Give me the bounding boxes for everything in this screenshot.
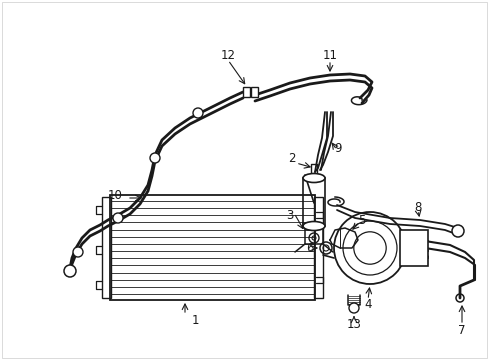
Bar: [303, 178, 325, 226]
Text: 10: 10: [107, 189, 122, 202]
Bar: [250, 87, 258, 97]
Circle shape: [150, 153, 160, 163]
Text: 7: 7: [457, 324, 465, 337]
Bar: [110, 195, 314, 300]
Bar: [102, 197, 111, 298]
Ellipse shape: [303, 174, 325, 183]
Text: 8: 8: [413, 201, 421, 213]
Text: 9: 9: [334, 141, 341, 154]
Text: 3: 3: [286, 208, 293, 221]
Circle shape: [193, 108, 203, 118]
Text: 2: 2: [287, 152, 295, 165]
Text: 1: 1: [191, 314, 198, 327]
Circle shape: [348, 303, 358, 313]
Circle shape: [451, 225, 463, 237]
Text: 13: 13: [346, 319, 361, 332]
Text: 11: 11: [322, 49, 337, 62]
Bar: [313, 197, 323, 298]
Circle shape: [113, 213, 123, 223]
Circle shape: [64, 265, 76, 277]
Text: 6: 6: [305, 242, 313, 255]
Bar: [399, 230, 427, 266]
Ellipse shape: [303, 221, 325, 230]
Bar: [243, 87, 249, 97]
Text: 4: 4: [364, 298, 371, 311]
Text: 5: 5: [358, 213, 365, 226]
Text: 12: 12: [220, 49, 235, 62]
Circle shape: [73, 247, 83, 257]
